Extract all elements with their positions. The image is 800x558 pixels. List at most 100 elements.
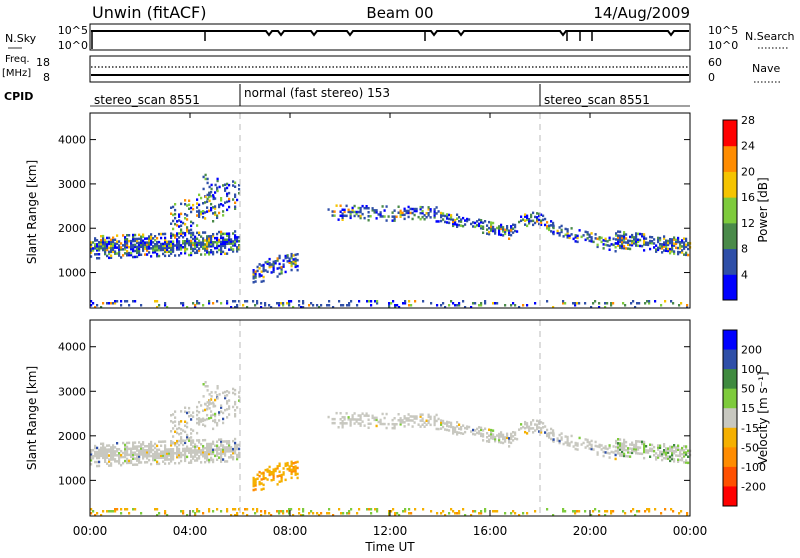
power-cell: [228, 183, 231, 187]
power-cell: [399, 209, 402, 213]
power-cell: [226, 242, 229, 245]
velocity-cell: [108, 454, 111, 457]
power-cell: [228, 234, 231, 237]
velocity-cell: [158, 448, 161, 451]
velocity-cell: [440, 423, 443, 426]
power-cell: [206, 197, 209, 201]
velocity-cell: [94, 454, 97, 458]
power-cell: [659, 238, 662, 242]
velocity-cell: [677, 454, 680, 457]
velocity-cell: [681, 456, 684, 460]
velocity-cell: [671, 457, 674, 461]
power-cell: [653, 242, 656, 245]
velocity-cell: [144, 453, 147, 456]
power-cell: [196, 237, 199, 240]
power-cell: [106, 254, 109, 258]
power-cell: [388, 304, 391, 307]
velocity-cell: [140, 443, 143, 446]
velocity-cell: [278, 480, 281, 483]
power-cell: [526, 216, 529, 220]
power-cell: [190, 245, 193, 249]
power-cell: [118, 248, 121, 251]
velocity-cell: [606, 451, 609, 455]
velocity-cell: [333, 417, 336, 421]
velocity-cell: [633, 447, 636, 451]
colorbar-tick-label: 24: [741, 140, 755, 153]
velocity-cell: [138, 445, 141, 448]
velocity-cell: [490, 434, 493, 438]
power-cell: [326, 304, 329, 307]
velocity-cell: [608, 446, 611, 449]
velocity-cell: [184, 447, 187, 451]
power-cell: [404, 302, 407, 305]
power-cell: [126, 240, 129, 243]
velocity-cell: [272, 474, 275, 477]
power-cell: [256, 302, 259, 305]
power-cell: [154, 243, 157, 246]
velocity-cell: [466, 425, 469, 428]
power-cell: [164, 240, 167, 244]
velocity-cell: [602, 454, 605, 458]
velocity-cell: [162, 460, 165, 463]
velocity-cell: [212, 460, 215, 464]
power-cell: [182, 304, 185, 307]
velocity-cell: [260, 514, 263, 517]
power-cell: [206, 200, 209, 203]
power-cell: [96, 245, 99, 248]
power-cell: [357, 206, 360, 210]
velocity-cell: [635, 448, 638, 451]
velocity-cell: [440, 512, 443, 515]
velocity-cell: [106, 454, 109, 457]
power-cell: [677, 240, 680, 244]
power-cell: [643, 243, 646, 246]
velocity-cell: [216, 508, 219, 511]
power-cell: [664, 300, 667, 303]
velocity-cell: [124, 508, 127, 511]
power-cell: [114, 302, 117, 305]
power-cell: [110, 248, 113, 252]
power-cell: [90, 251, 93, 254]
velocity-cell: [564, 441, 567, 444]
velocity-cell: [687, 461, 690, 465]
velocity-cell: [216, 424, 219, 427]
power-cell: [102, 238, 105, 242]
velocity-cell: [669, 447, 672, 451]
velocity-cell: [566, 435, 569, 439]
velocity-cell: [683, 451, 686, 454]
velocity-cell: [278, 474, 281, 477]
power-cell: [596, 243, 599, 247]
nave-right-tick-bottom: 0: [708, 71, 715, 84]
velocity-cell: [208, 417, 211, 420]
power-cell: [442, 218, 445, 221]
colorbar-tick-label: -15: [741, 422, 759, 435]
velocity-cell: [234, 514, 237, 517]
velocity-cell: [673, 458, 676, 461]
power-cell: [617, 236, 620, 239]
velocity-cell: [216, 458, 219, 461]
power-cell: [96, 239, 99, 242]
velocity-cell: [102, 448, 105, 451]
power-cell: [192, 247, 195, 251]
power-cell: [371, 209, 374, 212]
power-cell: [236, 248, 239, 251]
colorbar-tick-label: 20: [741, 165, 755, 178]
velocity-cell: [142, 453, 145, 456]
velocity-cell: [206, 450, 209, 454]
velocity-cell: [188, 406, 191, 410]
power-cell: [448, 217, 451, 221]
velocity-cell: [645, 451, 648, 454]
power-cell: [343, 214, 346, 217]
velocity-cell: [202, 409, 205, 412]
velocity-cell: [665, 457, 668, 460]
velocity-cell: [186, 425, 189, 429]
velocity-cell: [208, 401, 211, 404]
power-cell: [407, 205, 410, 209]
power-cell: [204, 195, 207, 199]
velocity-cell: [590, 514, 593, 517]
velocity-cell: [208, 407, 211, 410]
power-cell: [174, 203, 177, 206]
velocity-cell: [204, 403, 207, 406]
power-cell: [470, 306, 473, 309]
power-cell: [154, 235, 157, 238]
